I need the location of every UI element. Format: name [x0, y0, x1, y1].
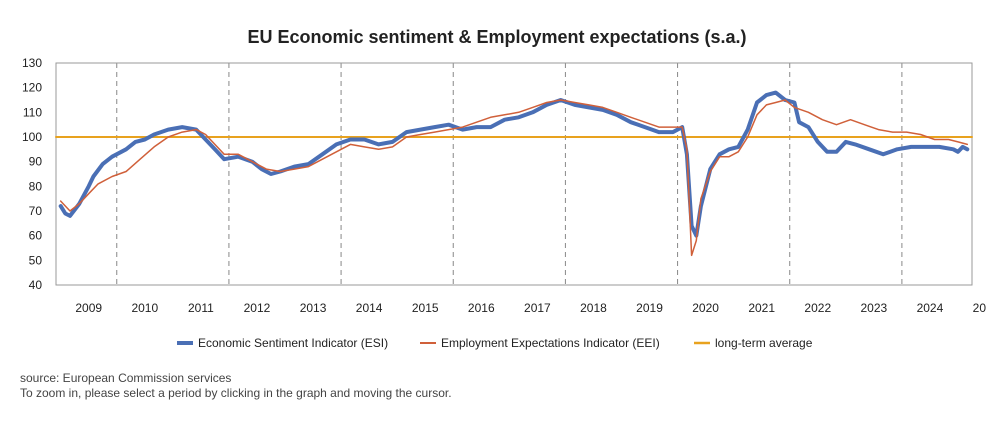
x-tick-label: 2013	[300, 301, 327, 315]
esi-line	[58, 90, 970, 238]
x-tick-label: 2014	[356, 301, 383, 315]
x-tick-label: 2020	[692, 301, 719, 315]
plot-area[interactable]	[55, 90, 973, 257]
y-tick-label: 90	[29, 155, 43, 169]
year-gridlines	[116, 63, 903, 285]
x-tick-label: 2024	[917, 301, 944, 315]
y-tick-label: 60	[29, 229, 43, 243]
legend-label: Economic Sentiment Indicator (ESI)	[198, 336, 388, 350]
x-tick-label: 2025	[973, 301, 986, 315]
eei-line	[59, 99, 969, 257]
y-tick-label: 70	[29, 204, 43, 218]
x-tick-label: 2016	[468, 301, 495, 315]
x-tick-label: 2012	[244, 301, 271, 315]
x-tick-label: 2023	[861, 301, 888, 315]
plot-border	[55, 62, 973, 286]
legend-label: long-term average	[715, 336, 813, 350]
y-tick-label: 80	[29, 179, 43, 193]
y-tick-label: 110	[23, 105, 42, 119]
x-tick-label: 2019	[636, 301, 663, 315]
y-tick-label: 100	[22, 130, 42, 144]
x-tick-label: 2015	[412, 301, 439, 315]
x-tick-label: 2011	[188, 301, 214, 315]
x-tick-label: 2009	[75, 301, 102, 315]
source-note: source: European Commission services	[20, 371, 232, 385]
y-axis: 40 50 60 70 80 90 100 110 120 130	[22, 56, 42, 292]
x-tick-label: 2018	[580, 301, 607, 315]
y-tick-label: 50	[29, 253, 43, 267]
legend: Economic Sentiment Indicator (ESI) Employ…	[177, 336, 813, 350]
y-tick-label: 40	[29, 278, 43, 292]
chart[interactable]: EU Economic sentiment & Employment expec…	[0, 0, 986, 360]
chart-title: EU Economic sentiment & Employment expec…	[247, 27, 746, 47]
x-tick-label: 2010	[131, 301, 158, 315]
legend-label: Employment Expectations Indicator (EEI)	[441, 336, 660, 350]
x-axis: 2009 2010 2011 2012 2013 2014 2015 2016 2017 2018…	[75, 301, 986, 315]
y-tick-label: 130	[22, 56, 42, 70]
x-tick-label: 2017	[524, 301, 551, 315]
x-tick-label: 2021	[748, 301, 775, 315]
footer: source: European Commission services To …	[20, 371, 452, 401]
y-tick-label: 120	[22, 81, 42, 95]
x-tick-label: 2022	[804, 301, 831, 315]
zoom-hint: To zoom in, please select a period by cl…	[20, 386, 452, 400]
